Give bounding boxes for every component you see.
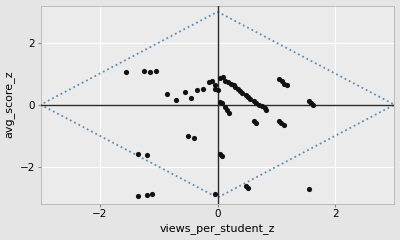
Point <box>164 92 171 96</box>
Point <box>144 193 150 197</box>
X-axis label: views_per_student_z: views_per_student_z <box>160 223 275 234</box>
Point <box>279 79 286 83</box>
Point <box>219 154 226 158</box>
Point <box>194 88 200 92</box>
Point <box>217 76 224 80</box>
Point <box>188 96 194 100</box>
Point <box>243 184 249 188</box>
Point <box>253 121 259 125</box>
Point <box>247 97 253 101</box>
Point <box>243 93 249 97</box>
Point <box>235 87 241 90</box>
Point <box>206 80 212 84</box>
Point <box>226 111 232 115</box>
Point <box>144 153 150 157</box>
Point <box>212 192 218 196</box>
Point <box>306 99 312 103</box>
Point <box>219 101 226 105</box>
Point <box>253 101 259 105</box>
Point <box>185 134 191 138</box>
Point <box>276 77 283 81</box>
Point <box>280 82 287 85</box>
Point <box>222 105 228 109</box>
Point <box>214 88 221 92</box>
Point <box>217 152 224 156</box>
Point <box>135 194 141 198</box>
Point <box>222 79 228 83</box>
Point <box>280 123 287 127</box>
Point <box>220 76 227 79</box>
Point <box>310 103 316 107</box>
Point <box>141 69 147 73</box>
Point <box>251 119 257 123</box>
Point <box>262 107 268 110</box>
Point <box>245 95 252 99</box>
Point <box>212 84 218 87</box>
Point <box>263 108 269 112</box>
Y-axis label: avg_score_z: avg_score_z <box>6 71 16 138</box>
Point <box>212 87 218 90</box>
Point <box>251 99 257 103</box>
Point <box>227 82 234 85</box>
Point <box>306 187 312 191</box>
Point <box>256 103 262 107</box>
Point <box>245 186 252 190</box>
Point <box>173 98 180 102</box>
Point <box>217 100 224 103</box>
Point <box>146 70 153 74</box>
Point <box>239 91 246 95</box>
Point <box>208 79 215 83</box>
Point <box>123 70 129 74</box>
Point <box>232 85 238 89</box>
Point <box>152 69 159 73</box>
Point <box>308 101 314 105</box>
Point <box>278 121 284 125</box>
Point <box>148 192 155 196</box>
Point <box>231 84 237 87</box>
Point <box>225 80 231 84</box>
Point <box>200 87 206 90</box>
Point <box>258 104 265 108</box>
Point <box>237 89 243 93</box>
Point <box>191 136 197 140</box>
Point <box>135 152 141 156</box>
Point <box>224 108 230 112</box>
Point <box>182 90 188 94</box>
Point <box>276 119 283 123</box>
Point <box>284 84 290 87</box>
